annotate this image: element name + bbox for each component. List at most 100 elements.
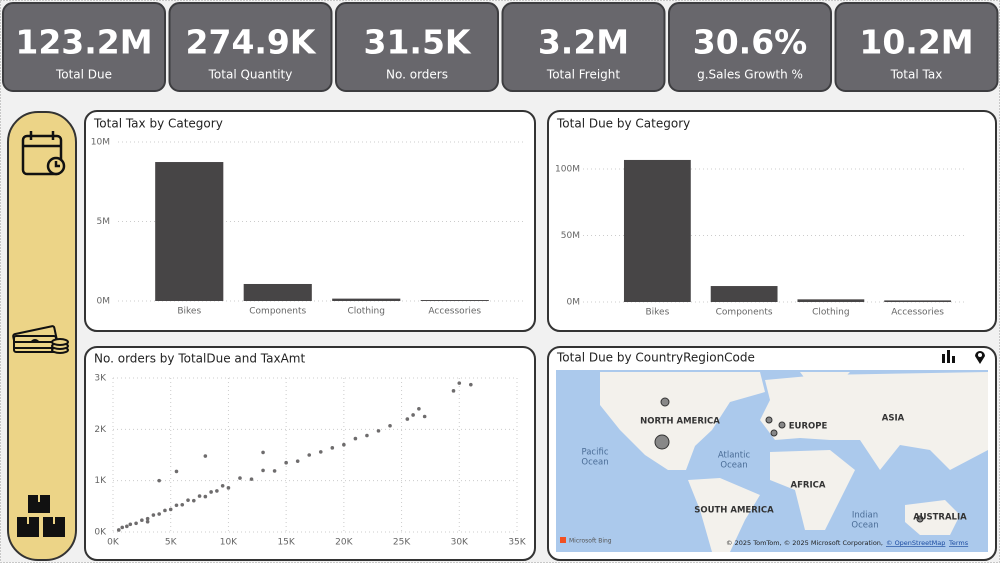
map-bubble[interactable] xyxy=(765,416,773,424)
scatter-point xyxy=(134,521,138,526)
y-tick-label: 2K xyxy=(94,425,107,435)
x-tick-label: Clothing xyxy=(348,307,385,317)
scatter-point xyxy=(261,468,265,473)
y-tick-label: 10M xyxy=(91,138,110,148)
scatter-point xyxy=(451,389,456,393)
scatter-point xyxy=(145,519,150,524)
scatter-point xyxy=(307,453,312,457)
y-tick-label: 3K xyxy=(94,374,107,384)
x-tick-label: 0K xyxy=(107,538,120,548)
y-tick-label: 1K xyxy=(94,476,107,486)
scatter-point xyxy=(168,507,173,512)
x-tick-label: Bikes xyxy=(177,307,201,317)
scatter-point xyxy=(215,489,219,493)
kpi-label: No. orders xyxy=(386,68,448,82)
kpi-card xyxy=(335,2,499,92)
scatter-point xyxy=(186,498,190,502)
bar xyxy=(155,162,224,301)
scatter-point xyxy=(145,516,150,521)
x-tick-label: Components xyxy=(716,308,773,318)
scatter-point xyxy=(151,513,156,517)
scatter-point xyxy=(417,407,421,411)
scatter-point xyxy=(318,450,323,454)
kpi-label: Total Due xyxy=(55,68,112,82)
scatter-point xyxy=(197,494,202,498)
scatter-point xyxy=(405,417,410,421)
calendar-icon[interactable] xyxy=(21,131,66,176)
map-label: NORTH AMERICA xyxy=(640,417,720,427)
map-bubble[interactable] xyxy=(778,421,786,429)
y-tick-label: 0M xyxy=(567,298,581,308)
map-terms[interactable]: Terms xyxy=(948,539,969,547)
bar xyxy=(710,286,778,302)
scatter-point xyxy=(353,436,358,441)
kpi-label: g.Sales Growth % xyxy=(697,68,803,82)
x-tick-label: Accessories xyxy=(891,308,944,318)
map[interactable] xyxy=(556,370,988,552)
kpi-value: 123.2M xyxy=(15,23,152,62)
kpi-value: 274.9K xyxy=(186,23,317,62)
scatter-point xyxy=(125,524,129,529)
map-label: AFRICA xyxy=(791,481,826,491)
kpi-value: 30.6% xyxy=(693,23,808,62)
scatter-point xyxy=(284,460,288,465)
x-tick-label: Accessories xyxy=(428,307,481,317)
x-tick-label: 30K xyxy=(451,538,469,548)
map-label: ASIA xyxy=(882,414,905,424)
x-tick-label: 35K xyxy=(508,538,526,548)
money-icon[interactable] xyxy=(12,325,69,354)
map-bubble[interactable] xyxy=(770,429,778,437)
scatter-point xyxy=(203,494,208,499)
scatter-point xyxy=(238,476,242,480)
y-tick-label: 5M xyxy=(97,217,111,227)
kpi-card xyxy=(668,2,832,92)
ocean-label: Indian xyxy=(852,511,878,521)
map-bubble[interactable] xyxy=(660,397,670,407)
kpi-label: Total Quantity xyxy=(208,68,293,82)
scatter-point xyxy=(365,433,369,438)
chart-title: Total Due by Category xyxy=(556,117,690,131)
y-tick-label: 0M xyxy=(97,297,111,307)
scatter-point xyxy=(128,522,133,527)
x-tick-label: Components xyxy=(249,307,306,317)
scatter-point xyxy=(376,429,381,433)
bar xyxy=(332,298,401,301)
scatter-point xyxy=(422,414,427,419)
ocean-label: Ocean xyxy=(581,458,608,468)
map-osm[interactable]: © OpenStreetMap xyxy=(886,539,945,547)
y-tick-label: 50M xyxy=(561,231,580,241)
scatter-point xyxy=(330,446,335,450)
scatter-point xyxy=(157,478,161,483)
y-tick-label: 100M xyxy=(555,165,580,175)
bar xyxy=(797,299,865,302)
scatter-point xyxy=(261,450,265,455)
scatter-point xyxy=(174,503,179,508)
map-label: AUSTRALIA xyxy=(913,513,967,523)
scatter-point xyxy=(469,382,473,387)
kpi-card xyxy=(834,2,999,92)
scatter-point xyxy=(116,528,121,532)
map-bubble[interactable] xyxy=(654,434,670,450)
scatter-point xyxy=(226,486,231,490)
y-tick-label: 0K xyxy=(94,528,107,538)
scatter-point xyxy=(203,454,208,458)
scatter-point xyxy=(342,442,346,447)
bar xyxy=(420,300,489,301)
scatter-point xyxy=(120,525,125,530)
map-label: EUROPE xyxy=(789,422,828,432)
map-label: SOUTH AMERICA xyxy=(694,506,774,516)
visual-icons[interactable] xyxy=(942,350,985,364)
bar xyxy=(884,300,952,302)
map-bubble[interactable] xyxy=(916,515,924,523)
kpi-card xyxy=(2,2,166,92)
scatter-point xyxy=(272,469,277,473)
bing-logo xyxy=(560,537,566,543)
scatter-point xyxy=(220,484,225,488)
kpi-value: 31.5K xyxy=(364,23,472,62)
boxes-icon[interactable] xyxy=(17,495,65,537)
scatter-point xyxy=(249,477,254,481)
kpi-card xyxy=(501,2,666,92)
chart-title: Total Due by CountryRegionCode xyxy=(556,351,755,365)
map-attribution: © 2025 TomTom, © 2025 Microsoft Corporat… xyxy=(726,539,883,547)
